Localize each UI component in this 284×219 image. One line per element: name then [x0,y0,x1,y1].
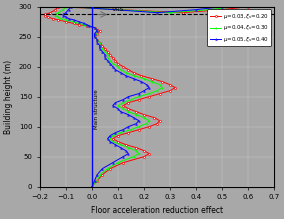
$\mu$=0.05,$\xi_s$=0.40 [90,185,94,188]
Text: Main structure: Main structure [94,89,99,129]
$\mu$=0.03,$\xi_s$=0.20 [103,47,107,50]
$\mu$=0.04,$\xi_s$=0.30 [142,77,146,80]
$\mu$=0.04,$\xi_s$=0.30 [116,65,120,68]
$\mu$=0.03,$\xi_s$=0.20 [122,65,125,68]
$\mu$=0.03,$\xi_s$=0.20 [135,146,138,149]
$\mu$=0.03,$\xi_s$=0.20 [247,5,250,8]
Text: VRS: VRS [111,7,124,12]
$\mu$=0.05,$\xi_s$=0.40 [101,50,104,53]
$\mu$=0.04,$\xi_s$=0.30 [233,5,237,8]
$\mu$=0.04,$\xi_s$=0.30 [64,5,68,8]
Y-axis label: Building height (m): Building height (m) [4,60,13,134]
Line: $\mu$=0.03,$\xi_s$=0.20: $\mu$=0.03,$\xi_s$=0.20 [44,6,249,187]
$\mu$=0.03,$\xi_s$=0.20 [57,5,60,8]
$\mu$=0.05,$\xi_s$=0.40 [137,92,141,95]
$\mu$=0.04,$\xi_s$=0.30 [127,146,130,149]
$\mu$=0.03,$\xi_s$=0.20 [150,77,154,80]
$\mu$=0.04,$\xi_s$=0.30 [101,47,104,50]
$\mu$=0.04,$\xi_s$=0.30 [90,185,94,188]
$\mu$=0.05,$\xi_s$=0.40 [98,47,101,50]
$\mu$=0.05,$\xi_s$=0.40 [119,146,122,149]
$\mu$=0.05,$\xi_s$=0.40 [220,5,224,8]
$\mu$=0.03,$\xi_s$=0.20 [106,50,109,53]
$\mu$=0.05,$\xi_s$=0.40 [69,5,73,8]
X-axis label: Floor acceleration reduction effect: Floor acceleration reduction effect [91,206,223,215]
Line: $\mu$=0.05,$\xi_s$=0.40: $\mu$=0.05,$\xi_s$=0.40 [62,6,223,187]
$\mu$=0.03,$\xi_s$=0.20 [158,92,161,95]
Line: $\mu$=0.04,$\xi_s$=0.30: $\mu$=0.04,$\xi_s$=0.30 [54,5,236,188]
$\mu$=0.04,$\xi_s$=0.30 [147,92,151,95]
$\mu$=0.04,$\xi_s$=0.30 [103,50,107,53]
$\mu$=0.05,$\xi_s$=0.40 [111,65,114,68]
$\mu$=0.05,$\xi_s$=0.40 [132,77,135,80]
$\mu$=0.03,$\xi_s$=0.20 [90,185,94,188]
Legend: $\mu$=0.03,$\xi_s$=0.20, $\mu$=0.04,$\xi_s$=0.30, $\mu$=0.05,$\xi_s$=0.40: $\mu$=0.03,$\xi_s$=0.20, $\mu$=0.04,$\xi… [207,9,272,46]
